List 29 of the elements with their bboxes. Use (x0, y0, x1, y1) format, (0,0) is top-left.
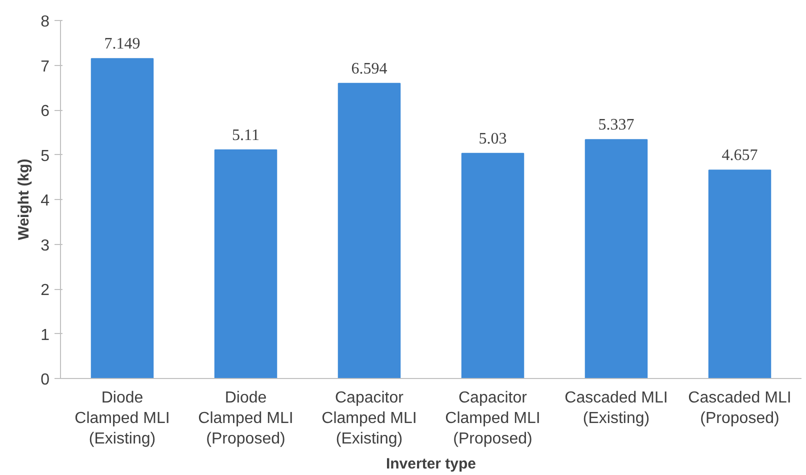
data-label: 5.11 (232, 126, 260, 144)
x-tick-label: Cascaded MLI (Proposed) (688, 390, 792, 427)
data-label: 6.594 (351, 60, 388, 78)
y-tick-label: 7 (40, 58, 50, 76)
y-tick-label: 2 (40, 282, 50, 299)
bar (338, 82, 401, 378)
y-tick-label: 0 (40, 372, 50, 388)
bar (708, 170, 772, 378)
x-tick-label: Cascaded MLI (Existing) (564, 390, 668, 427)
x-tick-label: Diode Clamped MLI (Proposed) (198, 390, 294, 448)
y-tick-label: 4 (40, 192, 50, 210)
y-tick-label: 8 (40, 14, 50, 30)
bar (214, 149, 278, 378)
y-tick-label: 6 (40, 103, 50, 120)
y-axis-title: Weight (kg) (16, 158, 33, 240)
data-label: 5.337 (598, 116, 634, 134)
x-tick-label: Capacitor Clamped MLI (Proposed) (445, 390, 540, 448)
y-tick-label: 5 (40, 148, 50, 165)
x-tick-label: Capacitor Clamped MLI (Existing) (322, 390, 417, 448)
x-axis-title: Inverter type (386, 455, 476, 472)
y-tick-label: 1 (40, 326, 50, 344)
bar (90, 58, 154, 378)
data-label: 7.149 (104, 36, 140, 53)
data-label: 4.657 (722, 147, 758, 164)
bar (461, 152, 524, 378)
x-tick-label: Diode Clamped MLI (Existing) (74, 390, 170, 448)
y-tick-label: 3 (40, 237, 50, 254)
bar (584, 139, 648, 378)
data-label: 5.03 (478, 130, 507, 148)
